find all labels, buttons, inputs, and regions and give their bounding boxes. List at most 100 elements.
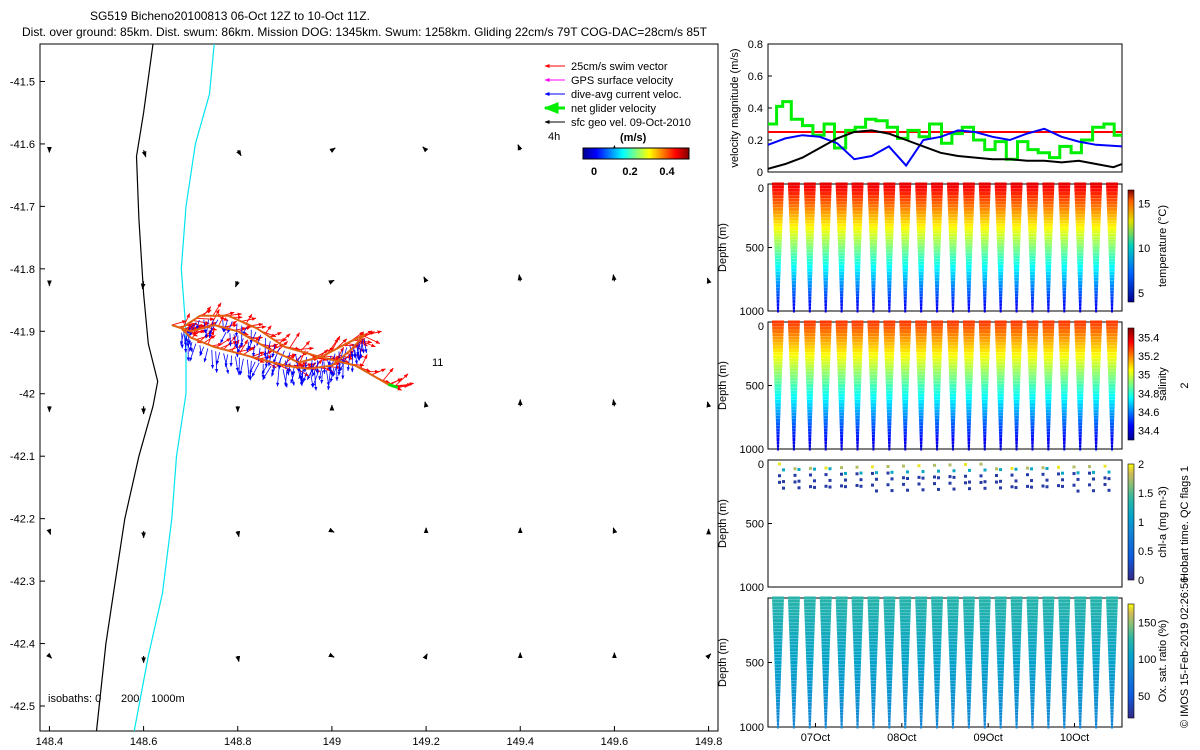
oxygen-point <box>900 625 911 629</box>
temperature-point <box>854 258 861 262</box>
salinity-point <box>994 323 1007 327</box>
salinity-point <box>1074 330 1086 334</box>
temperature-point <box>1093 268 1099 272</box>
salinity-point <box>804 333 816 337</box>
salinity-point <box>885 368 894 372</box>
oxygen-point <box>805 628 815 632</box>
salinity-point <box>821 355 831 359</box>
temperature-point <box>855 280 860 284</box>
salinity-point <box>949 396 956 400</box>
temperature-point <box>884 201 895 205</box>
salinity-point <box>998 406 1004 410</box>
temperature-point <box>964 220 974 224</box>
salinity-point <box>1044 384 1052 387</box>
chl-point <box>809 466 812 470</box>
oxygen-point <box>1094 709 1098 713</box>
oxygen-point <box>919 715 923 719</box>
map-y-tick-label: -41.7 <box>10 201 35 213</box>
chl-point <box>809 473 812 477</box>
oxygen-point <box>983 722 986 726</box>
salinity-point <box>981 377 989 381</box>
temperature-point <box>823 290 828 294</box>
salinity-point <box>790 384 798 387</box>
temperature-point <box>920 306 923 310</box>
temperature-point <box>870 249 877 253</box>
oxygen-point <box>855 693 860 697</box>
oxygen-point <box>963 602 975 606</box>
oxygen-point <box>772 606 784 610</box>
temperature-point <box>1079 309 1082 313</box>
chl-point <box>968 468 971 472</box>
temperature-point <box>1029 271 1035 275</box>
salinity-point <box>1106 320 1118 324</box>
salinity-point <box>822 393 829 397</box>
temperature-point <box>775 268 781 272</box>
oxygen-point <box>1078 719 1082 723</box>
dive-vector <box>356 346 361 361</box>
temperature-point <box>871 277 876 281</box>
oxygen-point <box>916 619 927 623</box>
salinity-point <box>839 425 844 429</box>
salinity-point <box>996 368 1005 372</box>
oxygen-point <box>1106 599 1118 603</box>
oxygen-point <box>1059 628 1070 632</box>
temperature-point <box>949 242 957 246</box>
figure-title-line2: Dist. over ground: 85km. Dist. swum: 86k… <box>22 25 708 39</box>
oxygen-point <box>772 619 784 623</box>
oxygen-point <box>868 612 879 616</box>
salinity-point <box>966 415 972 419</box>
oxygen-point <box>980 651 989 655</box>
temperature-point <box>1043 214 1054 218</box>
oxygen-point <box>852 622 863 626</box>
temperature-point <box>1107 207 1117 211</box>
chl-point <box>983 480 987 484</box>
oxygen-point <box>789 638 799 642</box>
chl-point <box>875 471 878 475</box>
oxygen-point <box>1014 709 1019 713</box>
oxygen-point <box>790 651 798 655</box>
salinity-point <box>1075 342 1086 346</box>
time-x-tick-label: 07Oct <box>801 732 830 744</box>
chl-point <box>793 467 797 471</box>
salinity-point <box>1029 399 1036 403</box>
salinity-point <box>1062 437 1066 441</box>
salinity-point <box>916 345 927 349</box>
oxygen-point <box>868 619 879 623</box>
oxygen-point <box>867 599 880 603</box>
salinity-point <box>820 336 832 340</box>
oxygen-point <box>965 664 973 668</box>
temperature-point <box>836 198 847 202</box>
temperature-point <box>838 246 846 249</box>
salinity-point <box>963 345 974 349</box>
oxygen-point <box>838 667 845 671</box>
salinity-point <box>982 422 987 426</box>
oxygen-point <box>789 625 799 629</box>
oxygen-point <box>917 648 926 652</box>
salinity-point <box>1077 399 1084 403</box>
legend-gps-label: GPS surface velocity <box>571 75 674 87</box>
temperature-point <box>950 280 956 284</box>
temperature-point <box>932 220 942 224</box>
oxygen-point <box>886 677 893 681</box>
map-y-tick-label: -42.4 <box>10 639 35 651</box>
oxygen-point <box>776 719 780 723</box>
salinity-point <box>822 384 830 387</box>
salinity-point <box>839 418 844 422</box>
temperature-point <box>883 198 895 202</box>
temperature-point <box>807 280 812 284</box>
salinity-point <box>999 444 1002 448</box>
oxygen-point <box>1109 696 1115 700</box>
salinity-point <box>773 358 783 362</box>
oxygen-point <box>1078 715 1082 719</box>
temperature-point <box>775 271 781 275</box>
oxygen-point <box>935 715 939 719</box>
temperature-point <box>803 185 816 189</box>
oxygen-point <box>790 654 798 658</box>
oxygen-point <box>1027 622 1038 626</box>
oxygen-point <box>807 686 813 690</box>
chl-point <box>983 468 987 472</box>
temperature-point <box>851 188 864 192</box>
oxygen-point <box>1046 709 1051 713</box>
temperature-point <box>792 303 796 307</box>
temperature-point <box>1106 198 1118 202</box>
